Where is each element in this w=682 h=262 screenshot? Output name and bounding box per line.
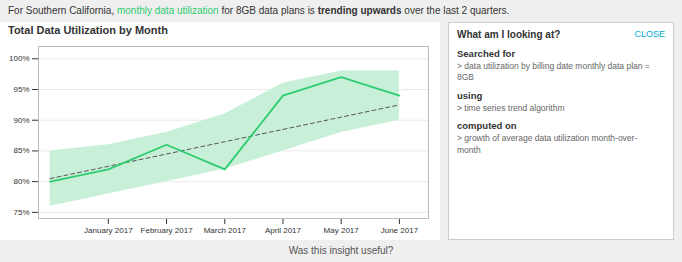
html-text:Searched for: Searched for bbox=[457, 48, 516, 59]
svg-text:90%: 90% bbox=[13, 116, 29, 125]
html-text:> growth of average data utili: > growth of average data utilization mon… bbox=[457, 133, 638, 155]
svg-text:February 2017: February 2017 bbox=[141, 226, 194, 235]
html-text:> data utilization by billing: > data utilization by billing date month… bbox=[457, 61, 650, 83]
html-text:What am I looking at?: What am I looking at? bbox=[457, 29, 561, 40]
svg-text:75%: 75% bbox=[13, 208, 29, 217]
svg-text:March 2017: March 2017 bbox=[204, 226, 247, 235]
svg-text:May 2017: May 2017 bbox=[324, 226, 360, 235]
svg-text:April 2017: April 2017 bbox=[265, 226, 302, 235]
html-text:CLOSE: CLOSE bbox=[634, 29, 665, 39]
html-text:Total Data Utilization by Mont: Total Data Utilization by Month bbox=[8, 24, 168, 36]
svg-text:95%: 95% bbox=[13, 85, 29, 94]
svg-text:June 2017: June 2017 bbox=[381, 226, 419, 235]
html-text:computed on: computed on bbox=[457, 120, 517, 132]
html-text:For Southern California, month: For Southern California, monthly data ut… bbox=[8, 5, 510, 16]
html-text:> time series trend algorithm: > time series trend algorithm bbox=[457, 102, 565, 113]
svg-text:85%: 85% bbox=[13, 146, 29, 155]
svg-text:80%: 80% bbox=[13, 177, 29, 186]
svg-text:100%: 100% bbox=[9, 54, 29, 63]
html-text:Was this insight useful?: Was this insight useful? bbox=[288, 245, 394, 256]
svg-text:January 2017: January 2017 bbox=[84, 226, 133, 235]
html-text:using: using bbox=[457, 89, 483, 101]
